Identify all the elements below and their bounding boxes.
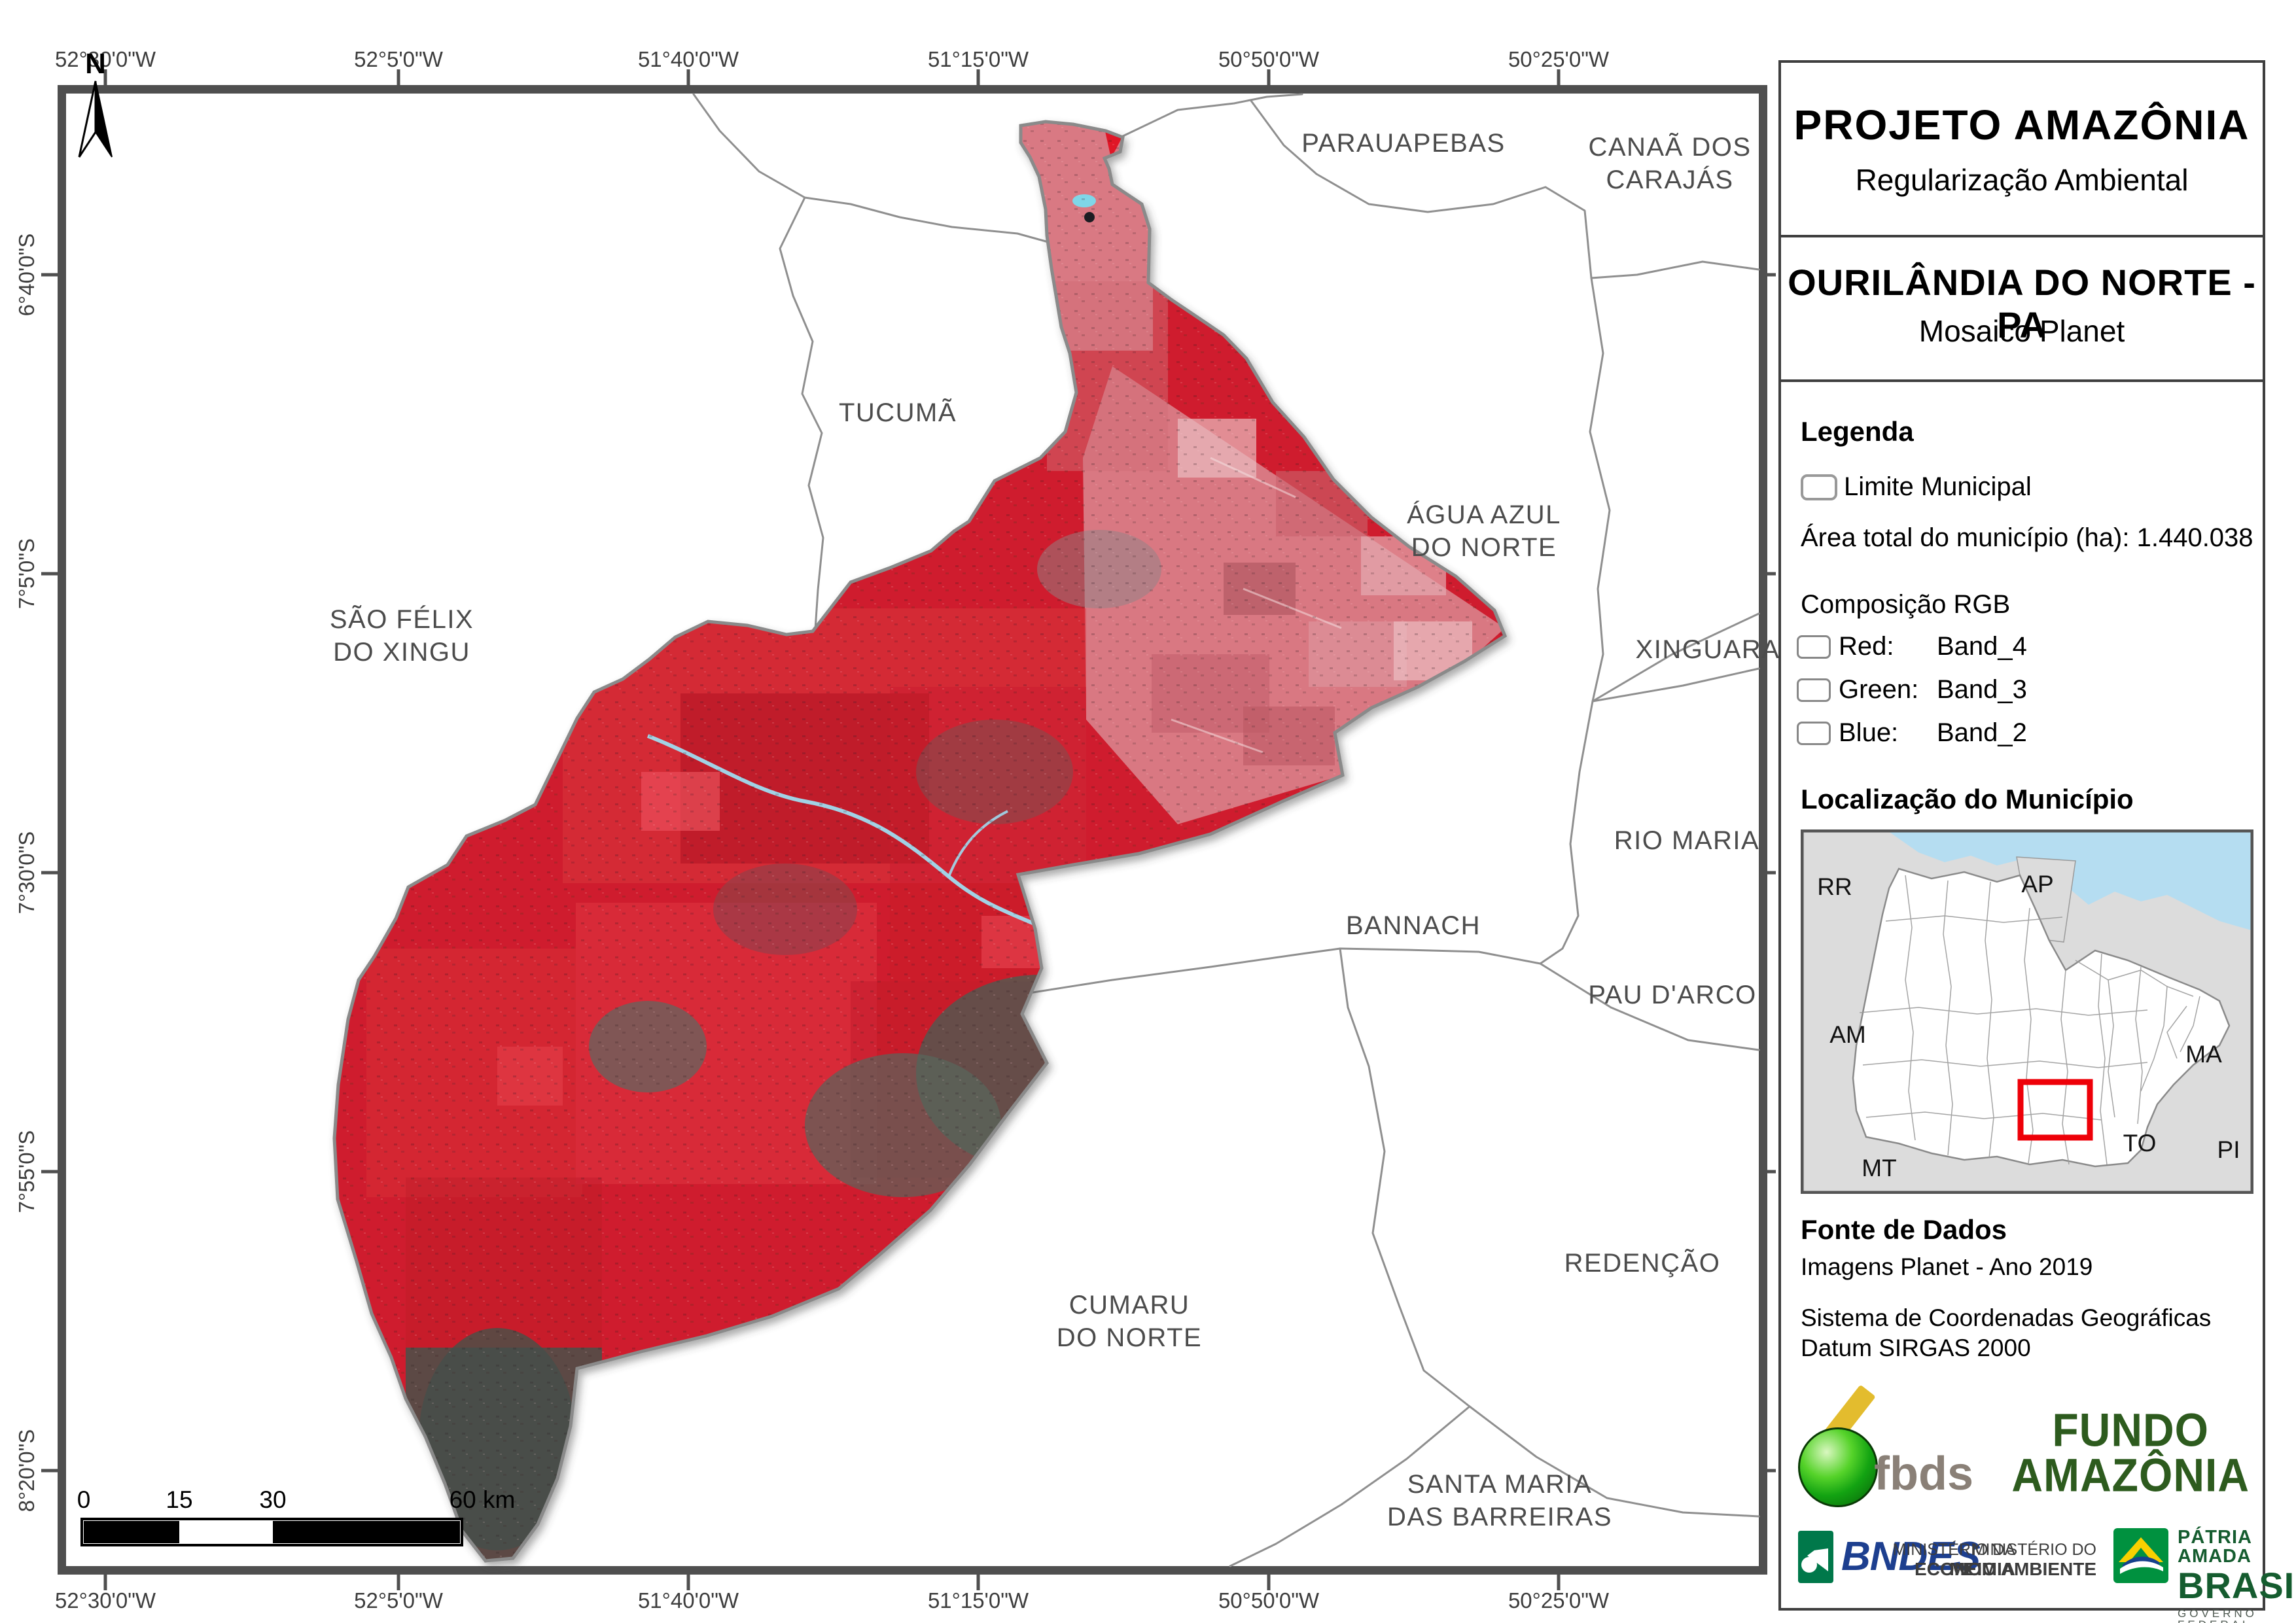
lon-label-top: 50°50'0"W: [1218, 47, 1320, 71]
lon-label-top: 51°15'0"W: [928, 47, 1029, 71]
source-line2: Sistema de Coordenadas Geográficas: [1801, 1304, 2212, 1331]
ministerio-economia: MINISTÉRIO DA ECONOMIA: [1892, 1541, 2015, 1579]
scalebar-end-label: 60 km: [450, 1486, 516, 1513]
lon-label-top: 51°40'0"W: [638, 47, 739, 71]
scalebar-number: 15: [166, 1486, 192, 1513]
rgb-heading: Composição RGB: [1801, 590, 2011, 619]
place-label: XINGUARA: [1636, 635, 1780, 664]
place-label: ÁGUA AZUL DO NORTE: [1407, 500, 1561, 562]
state-label-rr: RR: [1817, 873, 1852, 900]
locator-map: RR AP AM MA TO PI MT: [1800, 829, 2254, 1195]
bndes-icon: [1798, 1531, 1833, 1583]
municipality-outline: [332, 120, 1508, 1563]
content-box: Legenda Limite Municipal Área total do m…: [1778, 379, 2296, 1623]
green-swatch: [1797, 678, 1831, 702]
lon-label-top: 52°5'0"W: [354, 47, 444, 71]
municipal-boundaries: [692, 93, 1760, 1567]
graticule-ticks: 52°30'0"W 52°30'0"W 52°5'0"W 52°5'0"W 51°40'…: [14, 47, 1776, 1613]
green-channel-label: Green:: [1839, 675, 1919, 704]
state-label-mt: MT: [1862, 1155, 1896, 1181]
lat-label-left: 8°20'0"S: [14, 1429, 39, 1512]
municipality-highlight: [2017, 1079, 2093, 1141]
state-label-to: TO: [2123, 1130, 2157, 1157]
place-label: TUCUMÃ: [839, 398, 957, 427]
lat-label-left: 7°55'0"S: [14, 1130, 39, 1213]
place-label: REDENÇÃO: [1564, 1248, 1721, 1278]
lon-label-bottom: 50°50'0"W: [1218, 1588, 1320, 1613]
lat-label-left: 6°40'0"S: [14, 234, 39, 317]
place-label: RIO MARIA: [1614, 826, 1759, 855]
source-heading: Fonte de Dados: [1801, 1214, 2007, 1245]
limite-swatch: [1801, 474, 1837, 500]
place-label: BANNACH: [1346, 911, 1481, 940]
place-label: SÃO FÉLIX DO XINGU: [330, 604, 474, 667]
rgb-row-blue: Blue: Band_2: [1797, 718, 2027, 748]
place-label: PARAUAPEBAS: [1301, 129, 1505, 158]
rgb-row-red: Red: Band_4: [1797, 632, 2027, 661]
green-band-label: Band_3: [1937, 675, 2027, 704]
state-labels: RR AP AM MA TO PI MT: [1817, 871, 2240, 1181]
source-line1: Imagens Planet - Ano 2019: [1801, 1253, 2093, 1280]
north-label: N: [85, 48, 106, 80]
rgb-row-green: Green: Band_3: [1797, 675, 2027, 705]
north-arrow-icon: N: [78, 48, 113, 158]
place-label: PAU D'ARCO: [1588, 981, 1756, 1009]
area-total-text: Área total do município (ha): 1.440.038: [1801, 523, 2253, 552]
legend-item-limite: Limite Municipal: [1801, 472, 2032, 502]
blue-channel-label: Blue:: [1839, 718, 1899, 747]
state-label-pi: PI: [2217, 1136, 2240, 1163]
para-state: [1852, 867, 2231, 1168]
red-swatch: [1797, 635, 1831, 659]
bndes-logo-text: BNDES: [1841, 1534, 1981, 1579]
lon-label-bottom: 50°25'0"W: [1508, 1588, 1610, 1613]
fbds-logo-sphere: [1798, 1427, 1878, 1507]
scalebar-number: 0: [77, 1486, 91, 1513]
fundo-line2: AMAZÔNIA: [2011, 1448, 2250, 1501]
inset-heading: Localização do Município: [1801, 784, 2134, 814]
lon-label-bottom: 52°5'0"W: [354, 1588, 444, 1613]
scalebar-number: 30: [259, 1486, 286, 1513]
place-label: CUMARU DO NORTE: [1057, 1291, 1202, 1352]
project-title: PROJETO AMAZÔNIA: [1793, 101, 2250, 148]
lon-label-bottom: 51°40'0"W: [638, 1588, 739, 1613]
patria-amada-brasil-logo: PÁTRIA AMADA BRASIL GOVERNO FEDERAL: [2178, 1527, 2296, 1623]
fbds-logo-text: fbds: [1874, 1448, 1973, 1500]
project-subtitle: Regularização Ambiental: [1855, 163, 2189, 197]
red-channel-label: Red:: [1839, 632, 1894, 661]
lon-label-bottom: 51°15'0"W: [928, 1588, 1029, 1613]
legend-heading: Legenda: [1801, 416, 1914, 447]
ministerio-meio-ambiente: MINISTÉRIO DO MEIO AMBIENTE: [1949, 1541, 2096, 1579]
source-line3: Datum SIRGAS 2000: [1801, 1335, 2031, 1361]
place-label: SANTA MARIA DAS BARREIRAS: [1387, 1470, 1612, 1531]
municipality-box: OURILÂNDIA DO NORTE - PA Mosaico Planet: [1778, 235, 2265, 382]
municipio-mesh: [1859, 875, 2200, 1165]
lat-label-left: 7°30'0"S: [14, 831, 39, 915]
state-label-ap: AP: [2021, 871, 2053, 898]
title-box: PROJETO AMAZÔNIA Regularização Ambiental: [1778, 60, 2265, 237]
lon-label-bottom: 52°30'0"W: [55, 1588, 156, 1613]
state-label-am: AM: [1829, 1021, 1866, 1048]
municipality-title: OURILÂNDIA DO NORTE - PA: [1788, 262, 2256, 345]
place-labels: PARAUAPEBAS CANAÃ DOS CARAJÁS TUCUMÃ ÁGUA AZ…: [330, 129, 1780, 1531]
institutional-logos-row: BNDES MINISTÉRIO DA ECONOMIA MINISTÉRIO …: [1781, 1528, 2296, 1623]
product-title: Mosaico Planet: [1918, 314, 2125, 348]
locator-inset: RR AP AM MA TO PI MT: [1800, 829, 2254, 1195]
lon-label-top: 52°30'0"W: [55, 47, 156, 71]
brasil-flag-icon: [2113, 1528, 2168, 1583]
limite-label: Limite Municipal: [1844, 472, 2032, 501]
blue-band-label: Band_2: [1937, 718, 2027, 747]
place-label: CANAÃ DOS CARAJÁS: [1588, 132, 1751, 194]
lat-label-left: 7°5'0"S: [14, 538, 39, 609]
red-band-label: Band_4: [1937, 632, 2027, 661]
lon-label-top: 50°25'0"W: [1508, 47, 1610, 71]
fundo-amazonia-logo: FUNDO AMAZÔNIA: [2011, 1403, 2250, 1501]
fundo-line1: FUNDO: [2052, 1403, 2210, 1456]
blue-swatch: [1797, 721, 1831, 745]
scale-bar: 0 15 30 60 km: [77, 1486, 516, 1546]
state-label-ma: MA: [2185, 1041, 2222, 1068]
